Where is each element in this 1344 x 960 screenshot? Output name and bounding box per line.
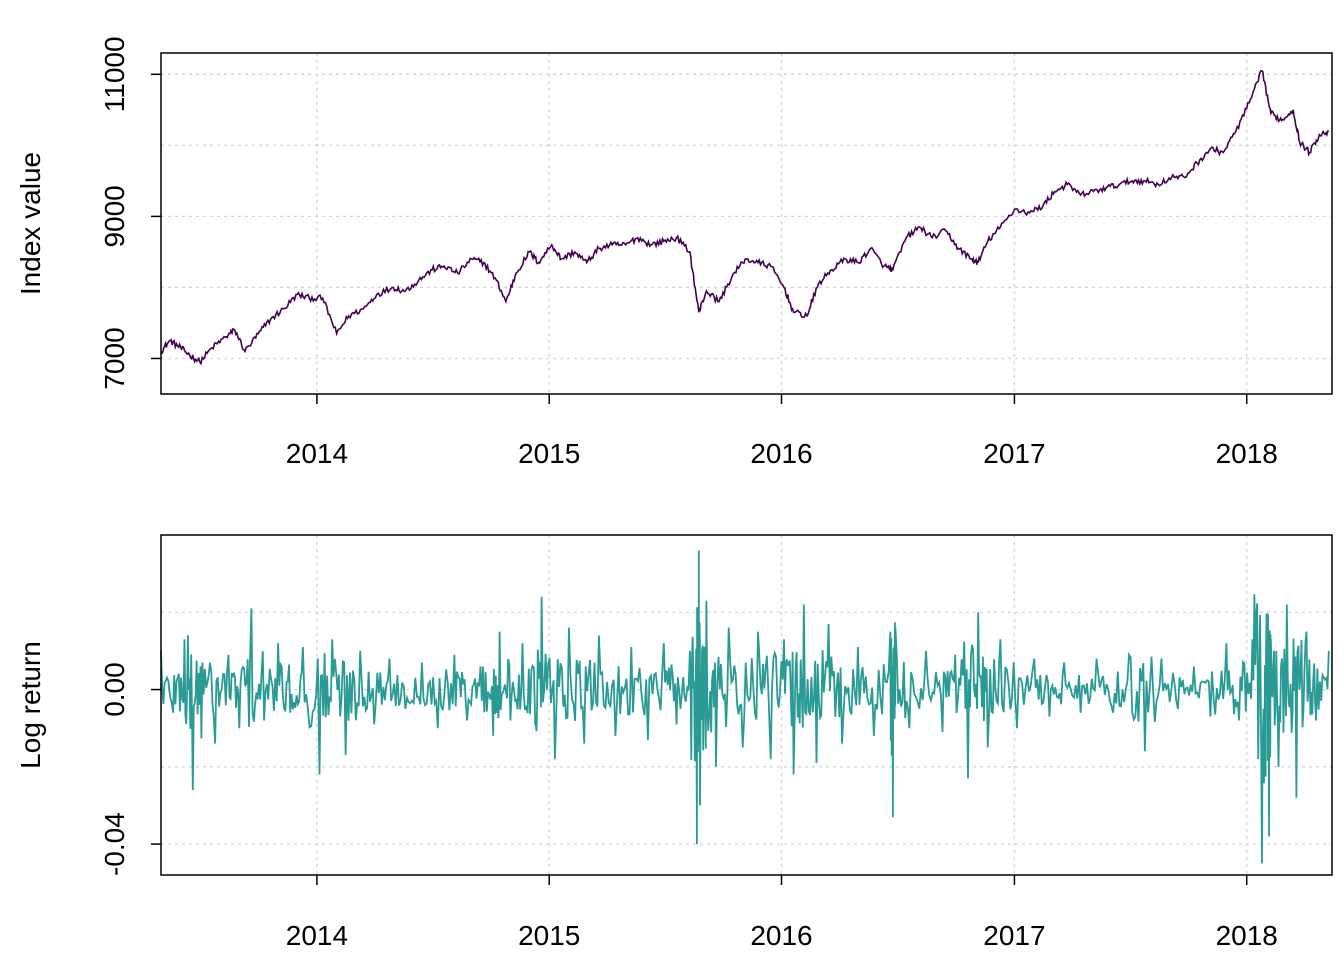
x-tick-label: 2014 [286, 438, 348, 469]
x-tick-label: 2018 [1216, 920, 1278, 951]
log-return-panel: 2014 2015 2016 2017 2018 -0.04 0.00 Log retur… [15, 534, 1333, 951]
index-plot-frame [160, 52, 1333, 395]
return-y-axis: -0.04 0.00 [99, 662, 161, 876]
y-tick-label: 0.00 [99, 662, 130, 717]
x-tick-label: 2018 [1216, 438, 1278, 469]
index-y-axis-title: Index value [15, 152, 46, 295]
x-tick-label: 2017 [983, 920, 1045, 951]
return-y-axis-title: Log return [15, 641, 46, 769]
y-tick-label: 11000 [99, 36, 130, 112]
y-tick-label: 9000 [99, 185, 130, 247]
y-tick-label: -0.04 [99, 812, 130, 876]
return-plot-frame [160, 534, 1333, 876]
index-value-line [160, 69, 1329, 366]
x-tick-label: 2016 [750, 438, 812, 469]
x-tick-label: 2014 [286, 920, 348, 951]
index-value-panel: 2014 2015 2016 2017 2018 7000 9000 11000 Index… [15, 36, 1333, 469]
index-y-axis: 7000 9000 11000 [99, 36, 161, 390]
return-x-axis: 2014 2015 2016 2017 2018 [286, 875, 1278, 951]
y-tick-label: 7000 [99, 327, 130, 389]
index-x-axis: 2014 2015 2016 2017 2018 [286, 394, 1278, 469]
x-tick-label: 2016 [750, 920, 812, 951]
x-tick-label: 2015 [518, 920, 580, 951]
index-gridlines [161, 53, 1332, 394]
x-tick-label: 2017 [983, 438, 1045, 469]
x-tick-label: 2015 [518, 438, 580, 469]
log-return-line [160, 550, 1330, 864]
